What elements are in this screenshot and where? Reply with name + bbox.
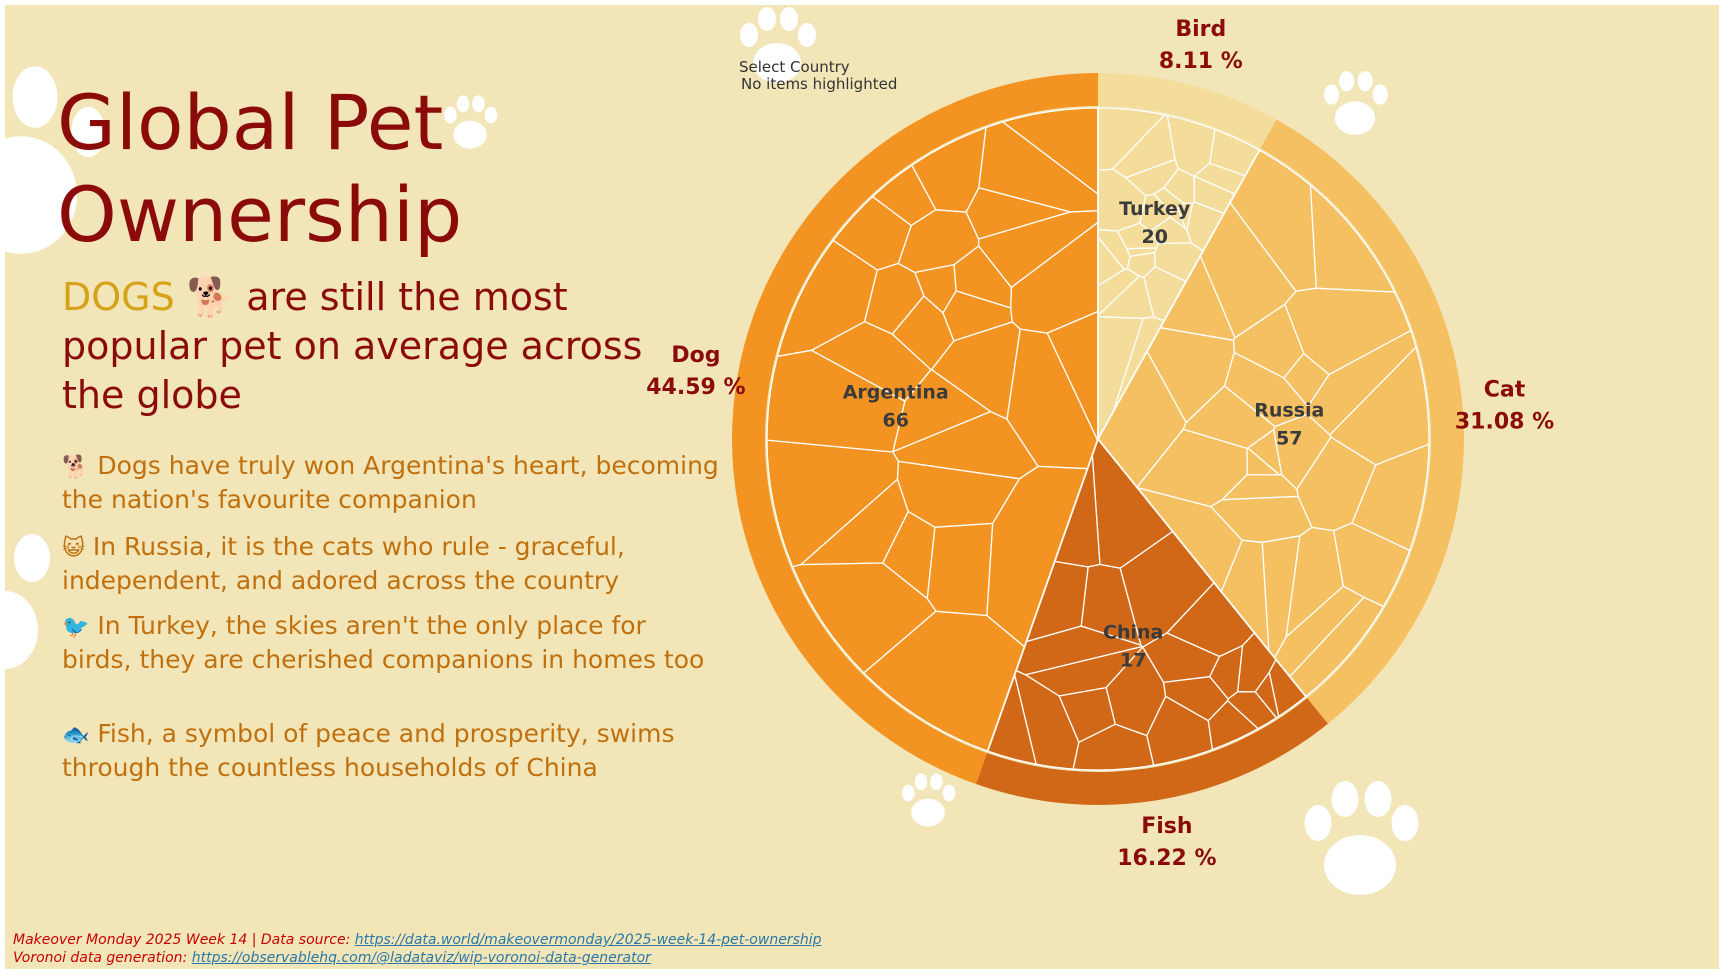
- ring-segment-bird: [1098, 73, 1277, 149]
- category-name: Fish: [1141, 814, 1192, 839]
- footer-line-1: Makeover Monday 2025 Week 14 | Data sour…: [13, 931, 822, 949]
- voronoi-generator-link[interactable]: https://observablehq.com/@ladataviz/wip-…: [191, 950, 651, 966]
- category-name: Bird: [1175, 17, 1226, 42]
- ring-segment-cat: [1260, 119, 1464, 724]
- country-label-turkey[interactable]: Turkey 20: [1119, 198, 1191, 248]
- voronoi-pie-chart: Bird 8.11 % Cat 31.08 % Fish 16.22 % Dog 44.59 …: [646, 17, 1554, 871]
- title-line-1: Global Pet: [57, 78, 444, 167]
- country-name: Russia: [1254, 400, 1324, 422]
- category-percent: 8.11 %: [1159, 49, 1243, 74]
- sector-divider: [986, 438, 1099, 752]
- headline-highlight: DOGS: [62, 275, 175, 319]
- category-labels: Bird 8.11 % Cat 31.08 % Fish 16.22 % Dog 44.59 …: [646, 17, 1554, 871]
- voronoi-cell-dog[interactable]: [926, 522, 994, 617]
- category-percent: 44.59 %: [646, 375, 745, 400]
- voronoi-cell-bird[interactable]: [1116, 222, 1159, 250]
- voronoi-cell-borders: [986, 108, 1307, 752]
- category-label-dog: Dog 44.59 %: [646, 343, 745, 400]
- voronoi-cell-dog[interactable]: [891, 295, 955, 371]
- page-title: Global Pet Ownership: [57, 77, 462, 261]
- paw-print-icon: [902, 773, 956, 827]
- dashboard-canvas: Global Pet Ownership DOGS 🐕 are still the…: [5, 5, 1719, 969]
- country-name: Argentina: [843, 381, 949, 403]
- voronoi-cell-cat[interactable]: [1289, 596, 1385, 698]
- country-value: 57: [1276, 428, 1302, 450]
- category-name: Cat: [1484, 377, 1526, 402]
- country-label-china[interactable]: China 17: [1103, 622, 1163, 672]
- fish-icon: 🐟: [62, 723, 90, 748]
- paw-print-icon: [1323, 71, 1388, 135]
- voronoi-cell-cat[interactable]: [1246, 447, 1280, 476]
- category-name: Dog: [671, 343, 720, 368]
- cat-face-icon: 😺: [62, 536, 85, 561]
- country-label-argentina[interactable]: Argentina 66: [843, 381, 949, 431]
- footer-line-2: Voronoi data generation: https://observa…: [13, 949, 822, 967]
- category-label-bird: Bird 8.11 %: [1159, 17, 1243, 74]
- country-value: 66: [883, 409, 909, 431]
- paw-print-icon: [740, 7, 816, 83]
- fact-text: Fish, a symbol of peace and prosperity, …: [62, 719, 675, 782]
- filter-status: No items highlighted: [741, 75, 898, 93]
- country-label-russia[interactable]: Russia 57: [1254, 400, 1324, 450]
- dog-icon: 🐕: [62, 455, 90, 480]
- fact-birds: 🐦 In Turkey, the skies aren't the only p…: [62, 610, 722, 676]
- paw-print-icon: [5, 534, 50, 669]
- fact-fish: 🐟 Fish, a symbol of peace and prosperity…: [62, 718, 722, 784]
- fact-cats: 😺 In Russia, it is the cats who rule - g…: [62, 531, 722, 597]
- country-labels: Argentina 66 Russia 57 China 17 Turkey 20: [843, 198, 1325, 671]
- fact-dogs: 🐕 Dogs have truly won Argentina's heart,…: [62, 450, 722, 516]
- voronoi-cell-cat[interactable]: [1309, 184, 1396, 293]
- category-label-fish: Fish 16.22 %: [1117, 814, 1216, 871]
- sector-divider: [1097, 149, 1261, 440]
- category-percent: 31.08 %: [1455, 409, 1554, 434]
- fact-text: Dogs have truly won Argentina's heart, b…: [62, 451, 719, 514]
- data-source-link[interactable]: https://data.world/makeovermonday/2025-w…: [354, 932, 822, 948]
- voronoi-cell-cat[interactable]: [1210, 495, 1313, 543]
- voronoi-cell-bird[interactable]: [1166, 114, 1216, 177]
- paw-print-icon: [5, 66, 105, 254]
- country-value: 20: [1142, 226, 1168, 248]
- country-value: 17: [1120, 650, 1146, 672]
- fact-text: In Russia, it is the cats who rule - gra…: [62, 532, 625, 595]
- country-name: Turkey: [1119, 198, 1191, 220]
- voronoi-cell-cat[interactable]: [1306, 329, 1417, 436]
- title-line-2: Ownership: [57, 170, 463, 259]
- footer-text: Voronoi data generation:: [13, 950, 192, 966]
- voronoi-cell-bird[interactable]: [1209, 128, 1261, 177]
- voronoi-cell-cat[interactable]: [1333, 522, 1411, 608]
- voronoi-cell-dog[interactable]: [791, 562, 937, 674]
- bird-icon: 🐦: [62, 615, 90, 640]
- dog-icon: 🐕: [186, 275, 235, 319]
- headline: DOGS 🐕 are still the most popular pet on…: [62, 273, 702, 420]
- footer-text: Makeover Monday 2025 Week 14 | Data sour…: [13, 932, 355, 948]
- category-label-cat: Cat 31.08 %: [1455, 377, 1554, 434]
- voronoi-cell-dog[interactable]: [863, 610, 1026, 752]
- paw-print-icon: [1304, 781, 1419, 895]
- voronoi-cell-cat[interactable]: [1229, 149, 1317, 292]
- voronoi-cell-dog[interactable]: [832, 196, 912, 271]
- footer: Makeover Monday 2025 Week 14 | Data sour…: [13, 931, 822, 967]
- ring-segment-fish: [975, 698, 1328, 805]
- paw-print-icon: [444, 95, 498, 149]
- headline-text: are still the most popular pet on averag…: [62, 275, 643, 417]
- sector-divider: [1097, 438, 1307, 698]
- category-percent: 16.22 %: [1117, 846, 1216, 871]
- filter-label: Select Country: [739, 58, 850, 76]
- voronoi-cell-dog[interactable]: [897, 209, 980, 274]
- voronoi-cell-fish[interactable]: [1162, 676, 1229, 722]
- country-filter[interactable]: Select Country No items highlighted: [739, 59, 897, 93]
- category-ring: [732, 73, 1464, 805]
- fact-text: In Turkey, the skies aren't the only pla…: [62, 611, 705, 674]
- country-name: China: [1103, 622, 1163, 644]
